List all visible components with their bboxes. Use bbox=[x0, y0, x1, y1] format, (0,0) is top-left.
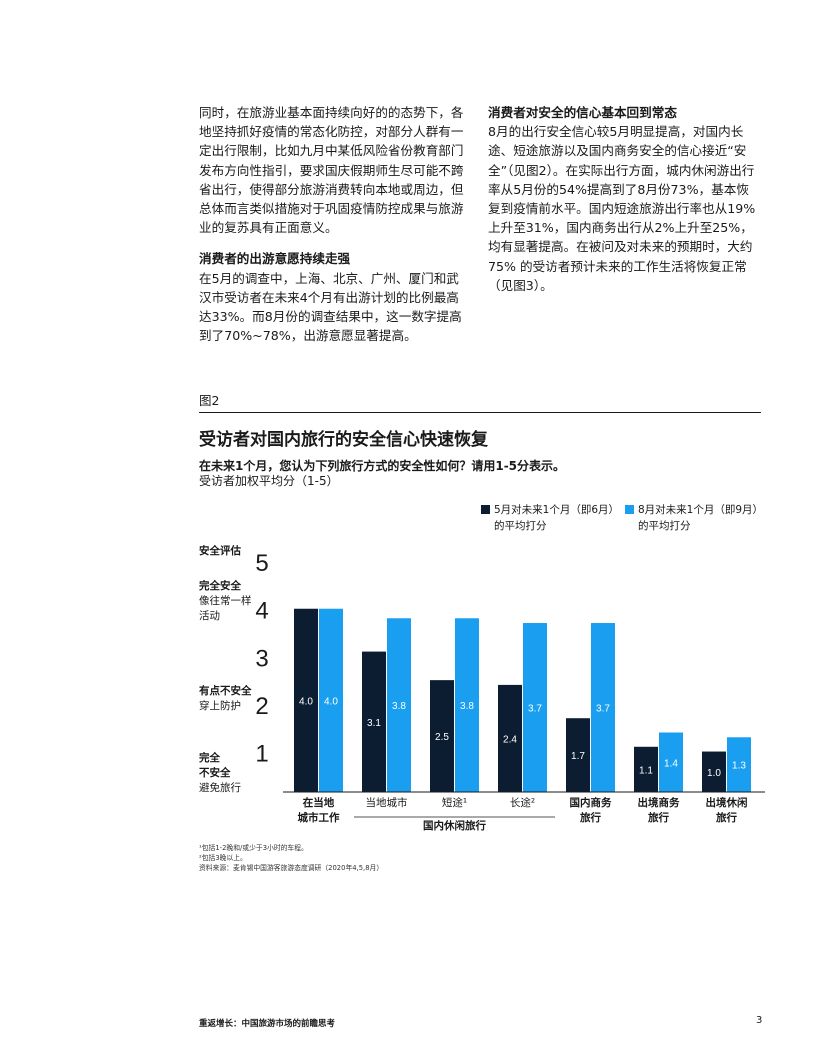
left-paragraph-2: 在5月的调查中，上海、北京、广州、厦门和武汉市受访者在未来4个月有出游计划的比例… bbox=[199, 270, 462, 344]
right-subheading: 消费者对安全的信心基本回到常态 bbox=[488, 105, 677, 120]
footnotes: ¹包括1-2晚和/或少于3小时的车程。 ²包括3晚以上。 资料来源：麦肯锡中国游… bbox=[199, 843, 383, 873]
data-label: 3.7 bbox=[528, 704, 542, 715]
x-category-label: 短途¹ bbox=[442, 796, 467, 809]
y-axis-title: 安全评估 bbox=[199, 545, 241, 557]
y-note-unsafe-bold2: 不安全 bbox=[199, 767, 231, 779]
x-category-label: 出境商务 bbox=[638, 796, 680, 809]
bar bbox=[319, 608, 343, 792]
x-category-label: 旅行 bbox=[716, 811, 737, 824]
figure-question: 在未来1个月，您认为下列旅行方式的安全性如何？请用1-5分表示。 bbox=[199, 459, 566, 473]
footnote-source: 资料来源：麦肯锡中国游客旅游态度调研（2020年4,5,8月） bbox=[199, 864, 384, 872]
bar bbox=[455, 618, 479, 792]
y-note-somewhat-unsafe-bold: 有点不安全 bbox=[199, 685, 252, 697]
data-label: 4.0 bbox=[299, 696, 313, 707]
y-tick-label: 3 bbox=[255, 645, 268, 672]
data-label: 3.7 bbox=[596, 704, 610, 715]
legend-label-aug-line1: 8月对未来1个月（即9月） bbox=[638, 504, 764, 516]
y-note-unsafe-text: 避免旅行 bbox=[199, 782, 241, 794]
data-label: 1.1 bbox=[639, 765, 653, 776]
legend-swatch-aug bbox=[625, 505, 634, 514]
x-category-label: 旅行 bbox=[580, 811, 601, 824]
x-category-label: 国内商务 bbox=[570, 796, 612, 809]
x-category-label: 城市工作 bbox=[298, 811, 340, 824]
bar bbox=[634, 746, 658, 792]
bar bbox=[387, 618, 411, 792]
y-note-safe-bold: 完全安全 bbox=[199, 580, 241, 592]
figure-title: 受访者对国内旅行的安全信心快速恢复 bbox=[199, 430, 488, 450]
data-label: 2.5 bbox=[435, 732, 449, 743]
left-paragraph-1: 同时，在旅游业基本面持续向好的的态势下，各地坚持抓好疫情的常态化防控，对部分人群… bbox=[199, 105, 464, 236]
figure-label: 图2 bbox=[199, 393, 220, 408]
y-tick-label: 1 bbox=[255, 741, 268, 768]
bar bbox=[430, 680, 454, 792]
x-category-label: 当地城市 bbox=[366, 796, 408, 809]
footer-title: 重返增长：中国旅游市场的前瞻思考 bbox=[199, 1019, 336, 1029]
data-label: 1.0 bbox=[707, 768, 721, 779]
legend-label-aug-line2: 的平均打分 bbox=[638, 520, 691, 532]
bar bbox=[659, 732, 683, 792]
x-category-label: 在当地 bbox=[303, 796, 335, 809]
figure-unit: 受访者加权平均分（1-5） bbox=[199, 474, 339, 488]
y-note-somewhat-unsafe-text: 穿上防护 bbox=[199, 700, 241, 712]
bar bbox=[702, 751, 726, 792]
right-text-column: 消费者对安全的信心基本回到常态 8月的出行安全信心较5月明显提高，对国内长途、短… bbox=[488, 103, 760, 295]
legend-label-may-line1: 5月对未来1个月（即6月） bbox=[494, 504, 620, 516]
y-note-somewhat-unsafe: 有点不安全 穿上防护 bbox=[199, 684, 252, 714]
footnote-2: ²包括3晚以上。 bbox=[199, 854, 247, 862]
data-label: 2.4 bbox=[503, 734, 517, 745]
bar bbox=[566, 718, 590, 792]
legend-label-may-line2: 的平均打分 bbox=[494, 520, 547, 532]
page-number: 3 bbox=[756, 1015, 763, 1026]
x-category-label: 出境休闲 bbox=[706, 796, 748, 809]
bar bbox=[523, 623, 547, 792]
data-label: 4.0 bbox=[324, 696, 338, 707]
bar bbox=[362, 651, 386, 792]
bar bbox=[294, 608, 318, 792]
footnote-1: ¹包括1-2晚和/或少于3小时的车程。 bbox=[199, 844, 308, 852]
data-label: 3.8 bbox=[460, 701, 474, 712]
left-text-column: 同时，在旅游业基本面持续向好的的态势下，各地坚持抓好疫情的常态化防控，对部分人群… bbox=[199, 103, 471, 345]
y-note-unsafe: 完全 不安全 避免旅行 bbox=[199, 751, 241, 796]
legend-item-aug: 8月对未来1个月（即9月） 的平均打分 bbox=[625, 502, 763, 534]
data-label: 1.4 bbox=[664, 758, 678, 769]
group-label: 国内休闲旅行 bbox=[423, 819, 486, 832]
data-label: 1.7 bbox=[571, 751, 585, 762]
bar bbox=[591, 623, 615, 792]
right-paragraph: 8月的出行安全信心较5月明显提高，对国内长途、短途旅游以及国内商务安全的信心接近… bbox=[488, 124, 756, 293]
y-note-safe-text: 像往常一样活动 bbox=[199, 595, 252, 622]
data-label: 1.3 bbox=[732, 761, 746, 772]
legend-item-may: 5月对未来1个月（即6月） 的平均打分 bbox=[481, 502, 619, 534]
data-label: 3.8 bbox=[392, 701, 406, 712]
y-tick-label: 2 bbox=[255, 693, 268, 720]
bar bbox=[727, 737, 751, 792]
legend-swatch-may bbox=[481, 505, 490, 514]
data-label: 3.1 bbox=[367, 718, 381, 729]
y-note-unsafe-bold1: 完全 bbox=[199, 752, 220, 764]
figure-divider bbox=[199, 412, 761, 413]
y-tick-label: 4 bbox=[255, 598, 268, 625]
x-category-label: 长途² bbox=[510, 796, 535, 809]
left-subheading: 消费者的出游意愿持续走强 bbox=[199, 251, 351, 267]
y-note-safe: 完全安全 像往常一样活动 bbox=[199, 579, 257, 624]
x-category-label: 旅行 bbox=[648, 811, 669, 824]
bar bbox=[498, 684, 522, 792]
y-tick-label: 5 bbox=[255, 550, 268, 577]
